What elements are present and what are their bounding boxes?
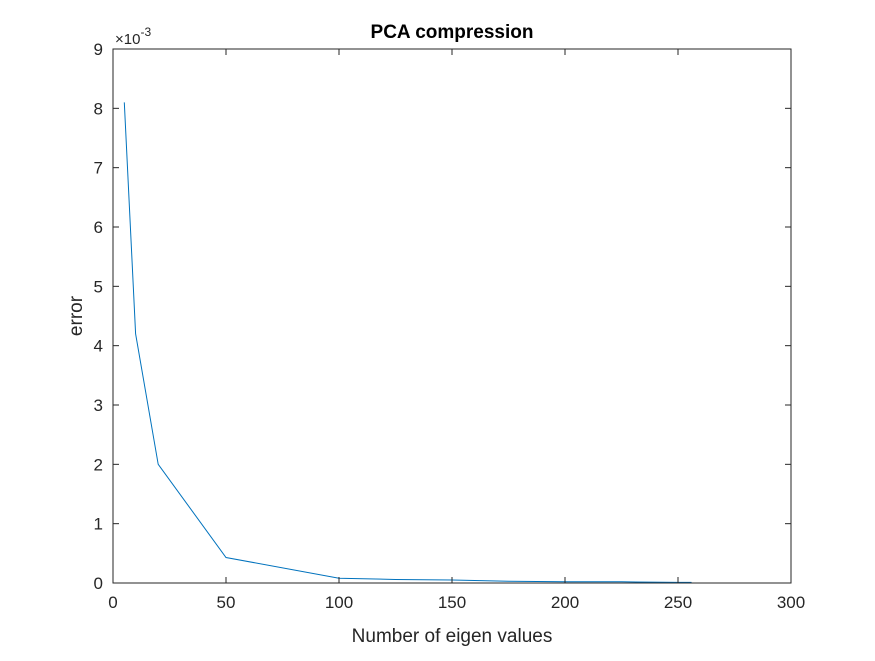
y-tick-label: 3 xyxy=(94,396,103,415)
chart-title: PCA compression xyxy=(371,22,534,43)
y-tick-label: 9 xyxy=(94,40,103,59)
series-line-1 xyxy=(123,102,692,583)
y-tick-label: 7 xyxy=(94,159,103,178)
x-tick-label: 0 xyxy=(108,593,117,612)
x-tick-label: 100 xyxy=(325,593,353,612)
x-tick-label: 50 xyxy=(217,593,236,612)
y-axis-label: error xyxy=(66,295,87,336)
y-tick-label: 5 xyxy=(94,277,103,296)
x-tick-label: 250 xyxy=(664,593,692,612)
marks-layer xyxy=(123,102,692,583)
x-tick-label: 150 xyxy=(438,593,466,612)
axes-background xyxy=(113,49,791,583)
x-axis-label: Number of eigen values xyxy=(352,626,553,647)
y-tick-label: 4 xyxy=(94,337,103,356)
y-exponent-power: -3 xyxy=(140,25,151,39)
y-tick-label: 2 xyxy=(94,455,103,474)
y-exponent-label: ×10-3 xyxy=(115,25,151,48)
y-tick-label: 0 xyxy=(94,574,103,593)
y-tick-label: 8 xyxy=(94,99,103,118)
y-tick-label: 1 xyxy=(94,515,103,534)
axes-layer: 0 50 100 150 200 250 300 0 1 2 3 4 5 6 7 8 9 xyxy=(94,40,806,612)
y-exponent-base: ×10 xyxy=(115,31,140,48)
x-tick-label: 300 xyxy=(777,593,805,612)
y-tick-label: 6 xyxy=(94,218,103,237)
x-tick-label: 200 xyxy=(551,593,579,612)
